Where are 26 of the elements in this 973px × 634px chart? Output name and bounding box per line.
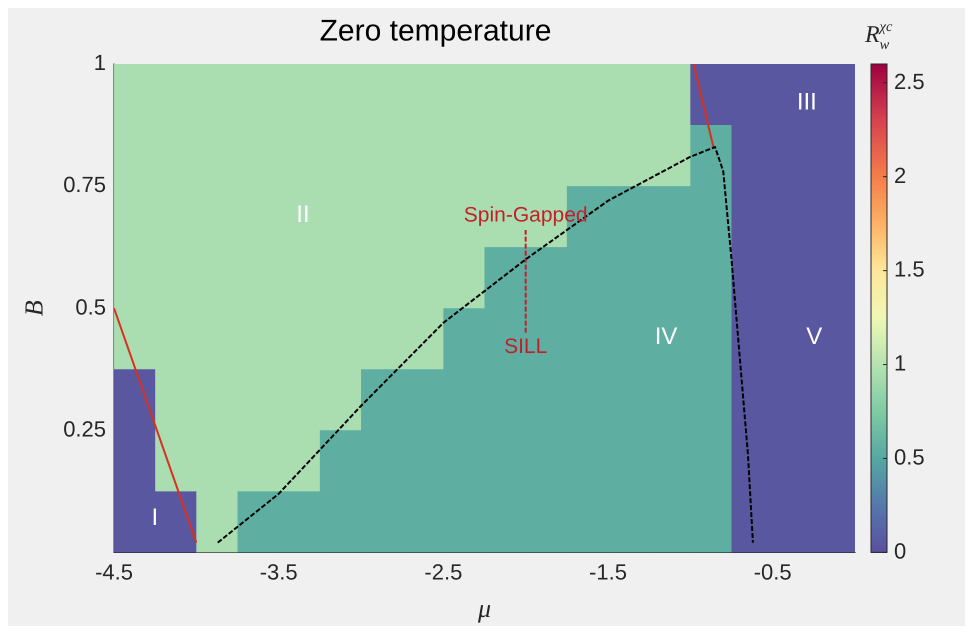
annotation: SILL	[504, 334, 548, 358]
y-tick-label: 1	[94, 50, 106, 76]
color-bar-label: 2	[894, 162, 906, 188]
x-tick-label: -0.5	[754, 560, 792, 585]
y-tick-label: 0.25	[63, 416, 106, 442]
color-bar-label: 1.5	[894, 256, 925, 282]
y-tick-label: 0.75	[63, 172, 106, 198]
color-bar-label: 2.5	[894, 68, 925, 94]
x-axis-title: μ	[476, 594, 492, 624]
line-series	[216, 146, 754, 544]
x-tick-label: -1.5	[589, 560, 627, 585]
chart-title: Zero temperature	[320, 14, 552, 48]
x-tick-label: -3.5	[260, 560, 298, 585]
y-tick-label: 0.5	[75, 294, 106, 320]
x-tick-label: -4.5	[95, 560, 133, 585]
color-bar-label: 0	[894, 538, 906, 564]
annotation: III	[796, 88, 817, 116]
y-axis-title: B	[19, 300, 48, 316]
x-tick-label: -2.5	[424, 560, 462, 585]
annotation: Spin-Gapped	[464, 203, 588, 226]
annotation: I	[151, 504, 158, 531]
color-bar-label: 0.5	[894, 444, 925, 470]
annotation: IV	[654, 323, 678, 350]
annotation: V	[806, 323, 822, 350]
color-bar-label: 1	[894, 350, 906, 376]
annotation: II	[296, 201, 310, 228]
